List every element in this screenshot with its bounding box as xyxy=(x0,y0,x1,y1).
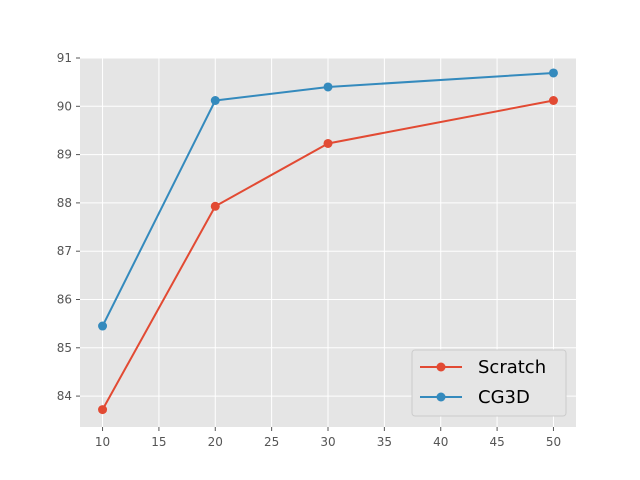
y-tick-label: 84 xyxy=(57,389,72,403)
data-point-cg3d xyxy=(548,68,558,78)
x-axis-ticks: 10 15 20 25 30 35 40 45 50 xyxy=(95,427,561,449)
data-point-cg3d xyxy=(323,82,333,92)
x-tick-label: 30 xyxy=(320,435,335,449)
legend-marker-scratch xyxy=(436,362,446,372)
y-tick-label: 85 xyxy=(57,341,72,355)
x-tick-label: 45 xyxy=(489,435,504,449)
x-tick-label: 35 xyxy=(377,435,392,449)
x-tick-label: 40 xyxy=(433,435,448,449)
data-point-scratch xyxy=(548,96,558,106)
data-point-cg3d xyxy=(98,321,108,331)
y-tick-label: 87 xyxy=(57,244,72,258)
x-tick-label: 10 xyxy=(95,435,110,449)
legend-label-scratch: Scratch xyxy=(478,357,546,378)
y-tick-label: 88 xyxy=(57,196,72,210)
y-tick-label: 89 xyxy=(57,148,72,162)
x-tick-label: 25 xyxy=(264,435,279,449)
legend-label-cg3d: CG3D xyxy=(478,387,530,408)
x-tick-label: 20 xyxy=(208,435,223,449)
data-point-scratch xyxy=(210,201,220,211)
series-group xyxy=(98,68,558,415)
legend: Scratch CG3D xyxy=(411,349,567,417)
series-line-cg3d xyxy=(101,71,554,327)
x-tick-label: 15 xyxy=(151,435,166,449)
y-tick-label: 90 xyxy=(57,99,72,113)
x-tick-label: 50 xyxy=(546,435,561,449)
data-point-cg3d xyxy=(210,96,220,106)
y-tick-label: 86 xyxy=(57,292,72,306)
legend-marker-cg3d xyxy=(436,392,446,402)
data-point-scratch xyxy=(323,138,333,148)
y-axis-ticks: 84 85 86 87 88 89 90 91 xyxy=(57,51,80,403)
data-point-scratch xyxy=(98,405,108,415)
series-line-scratch xyxy=(101,99,554,411)
y-tick-label: 91 xyxy=(57,51,72,65)
